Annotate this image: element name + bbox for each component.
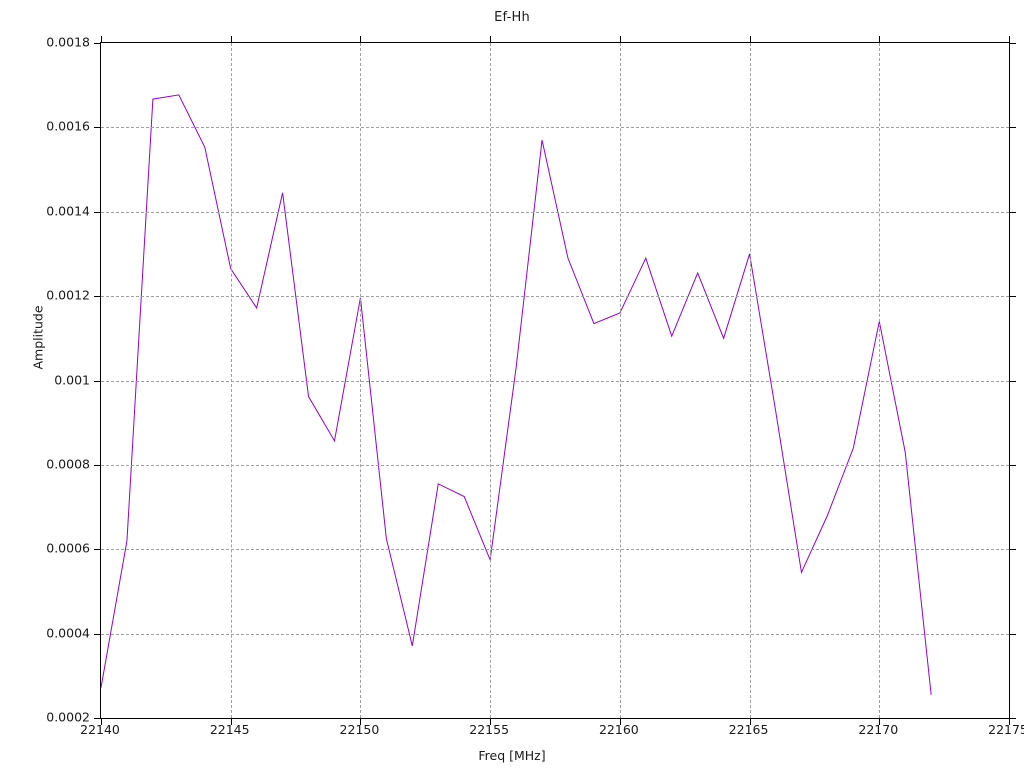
x-axis-tick-top [230,36,232,43]
y-axis-tick-label: 0.0008 [46,456,90,472]
gridline-horizontal [101,380,1009,382]
y-axis-tick-label: 0.0002 [46,709,90,725]
x-axis-tick [101,718,102,725]
y-axis-tick-label: 0.0006 [46,540,90,556]
x-axis-tick [619,718,621,725]
x-axis-tick-label: 22140 [80,722,120,737]
gridline-vertical [749,43,751,718]
x-axis-tick-top [360,36,362,43]
x-axis-tick [1009,718,1010,725]
gridline-horizontal [101,296,1009,298]
y-axis-tick [94,718,101,719]
y-axis-tick-right [1009,549,1016,551]
y-axis-tick [94,464,101,466]
y-axis-tick [94,127,101,129]
x-axis-tick [360,718,362,725]
gridline-horizontal [101,127,1009,129]
x-axis-title: Freq [MHz] [478,748,546,763]
x-axis-tick [490,718,492,725]
gridline-vertical [619,43,621,718]
y-axis-tick [94,296,101,298]
y-axis-tick-right [1009,464,1016,466]
x-axis-tick-label: 22160 [598,722,639,737]
x-axis-tick [879,718,881,725]
x-axis-tick-label: 22150 [339,722,380,737]
y-axis-tick-label: 0.001 [54,372,90,387]
y-axis-tick-right [1009,633,1016,635]
y-axis-tick-labels: 0.0002 0.0004 0.0006 0.0008 0.001 0.0012 0.001… [0,35,90,725]
x-axis-tick-top [749,36,751,43]
x-axis-tick-top [490,36,492,43]
x-axis-tick [230,718,232,725]
x-axis-tick-label: 22170 [858,722,899,737]
x-axis-tick-top [101,36,102,43]
x-axis-tick-label: 22165 [728,722,769,737]
y-axis-tick-right [1009,296,1016,298]
x-axis-tick-top [619,36,621,43]
y-axis-tick [94,43,101,44]
gridline-horizontal [101,211,1009,213]
y-axis-tick [94,380,101,382]
gridline-horizontal [101,549,1009,551]
gridline-vertical [490,43,492,718]
x-axis-tick-label: 22155 [469,722,510,737]
y-axis-tick [94,211,101,213]
x-axis-tick-top [879,36,881,43]
y-axis-tick-label: 0.0004 [46,625,90,641]
x-axis-tick-label: 22175 [988,722,1024,737]
y-axis-tick-right [1009,43,1016,44]
y-axis-tick-right [1009,127,1016,129]
y-axis-tick-label: 0.0014 [46,203,90,219]
y-axis-tick [94,549,101,551]
y-axis-tick-label: 0.0016 [46,118,90,134]
y-axis-tick-right [1009,380,1016,382]
chart-title: Ef-Hh [494,10,530,25]
y-axis-tick-right [1009,211,1016,213]
x-axis-tick-label: 22145 [209,722,250,737]
x-axis-tick-top [1009,36,1010,43]
gridline-vertical [360,43,362,718]
gridline-horizontal [101,464,1009,466]
x-axis-tick [749,718,751,725]
y-axis-title: Amplitude [30,305,46,370]
plot-area [94,36,1016,725]
y-axis-tick-label: 0.0018 [46,34,90,50]
gridline-vertical [230,43,232,718]
y-axis-tick-label: 0.0012 [46,287,90,303]
gridline-horizontal [101,633,1009,635]
gridline-vertical [879,43,881,718]
series-line-ef-hh [100,94,932,695]
y-axis-tick-right [1009,718,1016,719]
x-axis-tick-labels: 22140 22145 22150 22155 22160 22165 22170 22175 [80,722,1024,742]
y-axis-tick [94,633,101,635]
